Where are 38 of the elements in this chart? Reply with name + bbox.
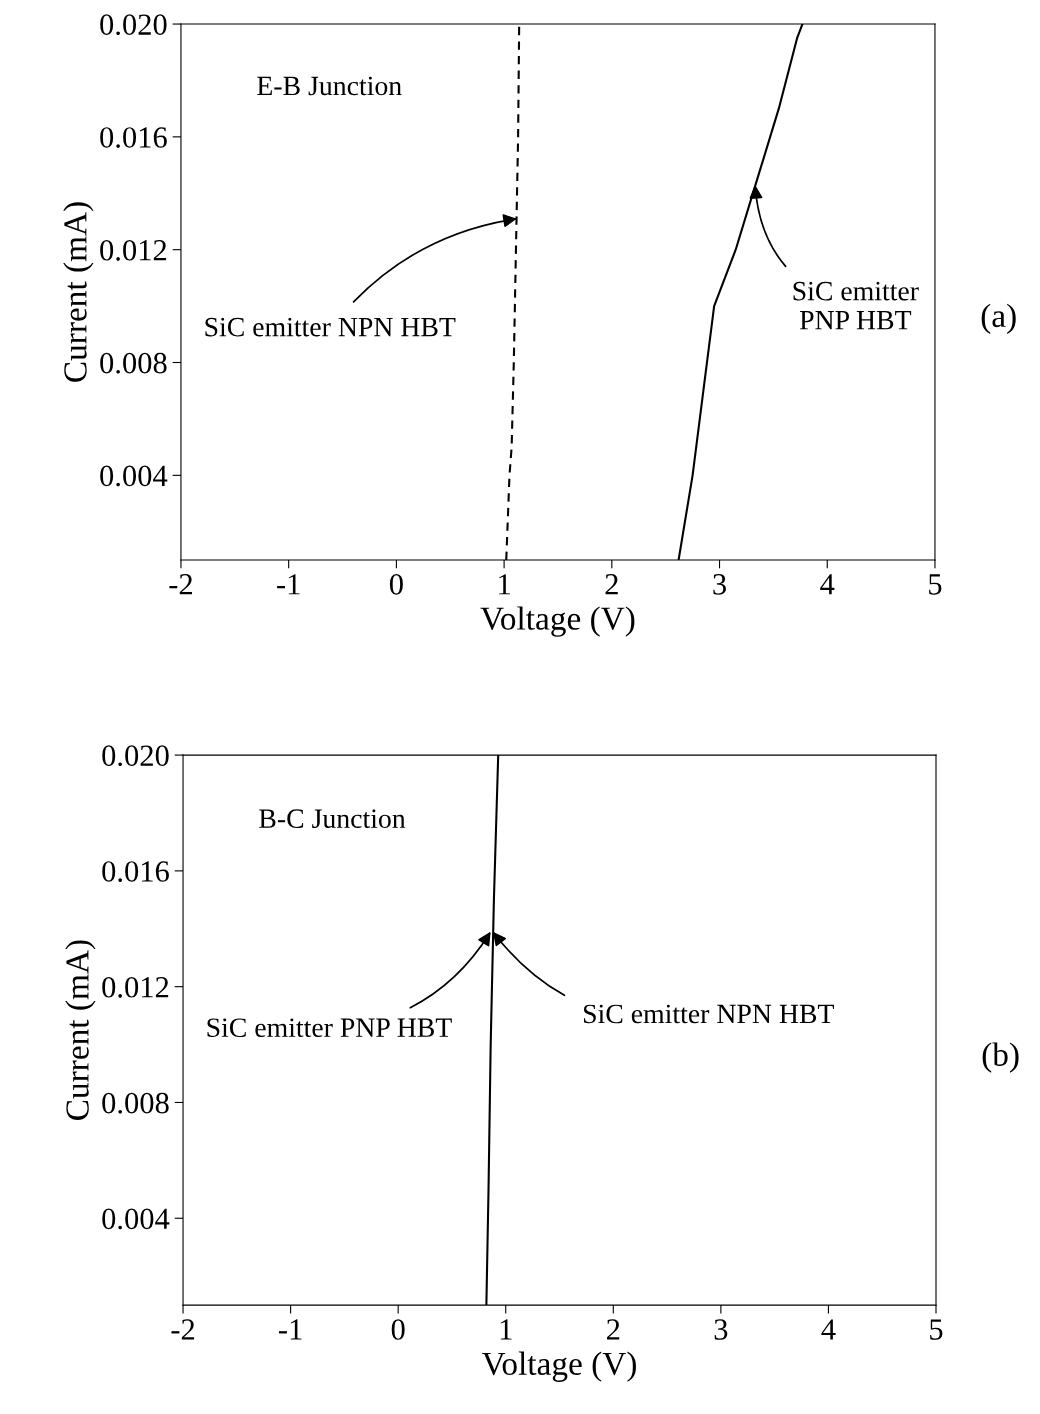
annotation: SiC emitter NPN HBT: [583, 1004, 834, 1024]
x-tick-label: 3: [713, 574, 726, 595]
annotation: SiC emitter NPN HBT: [205, 317, 456, 337]
y-tick-label: 0.012: [100, 239, 167, 261]
x-tick-label: -2: [171, 1319, 195, 1340]
x-tick-label: 3: [714, 1319, 728, 1340]
x-tick-label: 2: [605, 574, 618, 595]
y-tick-label: 0.016: [102, 861, 169, 882]
y-tick-label: 0.012: [102, 976, 169, 998]
x-tick-label: 2: [607, 1319, 620, 1340]
x-tick-label: -1: [277, 574, 300, 595]
x-tick-label: 1: [499, 574, 510, 595]
y-axis-title: Current (mA): [65, 940, 96, 1120]
x-tick-label: 4: [821, 1319, 836, 1340]
x-axis-title: Voltage (V): [481, 1351, 636, 1382]
annotation: SiC emitter PNP HBT: [793, 281, 919, 330]
y-tick-label: 0.004: [102, 1208, 170, 1230]
y-tick-label: 0.020: [102, 745, 169, 767]
x-tick-label: -2: [169, 574, 192, 595]
text: (a): [981, 303, 1016, 334]
x-tick-label: 4: [820, 574, 835, 595]
x-tick-label: 1: [500, 1319, 512, 1340]
y-tick-label: 0.004: [100, 465, 168, 487]
x-tick-label: 5: [930, 1319, 943, 1340]
text: (b): [982, 1042, 1019, 1073]
y-tick-label: 0.016: [100, 127, 167, 148]
y-tick-label: 0.008: [102, 1092, 169, 1114]
x-axis-title: Voltage (V): [480, 606, 635, 637]
x-tick-label: 5: [929, 574, 942, 595]
annotation: E-B Junction: [257, 76, 402, 96]
annotation: B-C Junction: [259, 809, 406, 829]
y-tick-label: 0.008: [100, 352, 167, 374]
annotation: SiC emitter PNP HBT: [207, 1018, 452, 1038]
y-tick-label: 0.020: [100, 14, 167, 36]
x-tick-label: -1: [279, 1319, 302, 1340]
x-tick-label: 0: [389, 574, 403, 595]
x-tick-label: 0: [391, 1319, 405, 1340]
y-axis-title: Current (mA): [63, 202, 94, 382]
